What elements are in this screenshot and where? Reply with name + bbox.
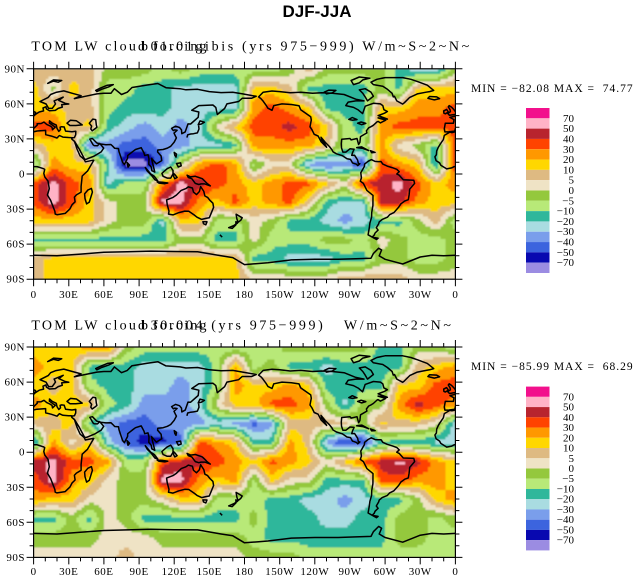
svg-text:30E: 30E bbox=[59, 289, 78, 301]
svg-text:90N: 90N bbox=[5, 63, 25, 75]
svg-text:60S: 60S bbox=[6, 239, 25, 251]
svg-text:90E: 90E bbox=[129, 289, 148, 301]
svg-text:0: 0 bbox=[31, 289, 37, 301]
svg-text:90S: 90S bbox=[6, 274, 25, 286]
svg-text:30W: 30W bbox=[409, 289, 432, 301]
svg-text:180: 180 bbox=[236, 289, 254, 301]
svg-text:60E: 60E bbox=[94, 289, 113, 301]
svg-text:150E: 150E bbox=[197, 289, 222, 301]
svg-text:60W: 60W bbox=[374, 289, 397, 301]
svg-text:30N: 30N bbox=[5, 133, 25, 145]
svg-text:120W: 120W bbox=[300, 289, 329, 301]
svg-text:0: 0 bbox=[452, 289, 458, 301]
svg-text:150W: 150W bbox=[265, 289, 294, 301]
svg-text:0: 0 bbox=[19, 169, 25, 181]
svg-text:60N: 60N bbox=[5, 98, 25, 110]
svg-text:120E: 120E bbox=[162, 289, 187, 301]
svg-text:30S: 30S bbox=[6, 204, 25, 216]
svg-text:90W: 90W bbox=[339, 289, 362, 301]
